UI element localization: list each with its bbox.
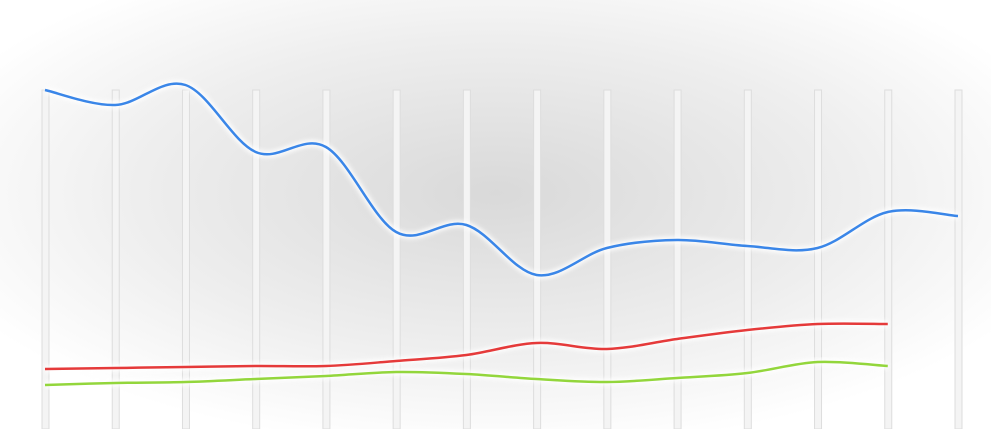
post (954, 89, 963, 429)
posts (41, 89, 963, 429)
post (41, 89, 50, 429)
post (603, 89, 612, 429)
post (322, 89, 331, 429)
post (462, 89, 471, 429)
series-line (44, 82, 959, 277)
lines (44, 80, 959, 389)
series-line (44, 360, 888, 387)
post (252, 89, 261, 429)
series-line (44, 322, 888, 371)
post (743, 89, 752, 429)
post (673, 89, 682, 429)
post (181, 89, 190, 429)
post (392, 89, 401, 429)
post (884, 89, 893, 429)
post (111, 89, 120, 429)
post (533, 89, 542, 429)
post (814, 89, 823, 429)
